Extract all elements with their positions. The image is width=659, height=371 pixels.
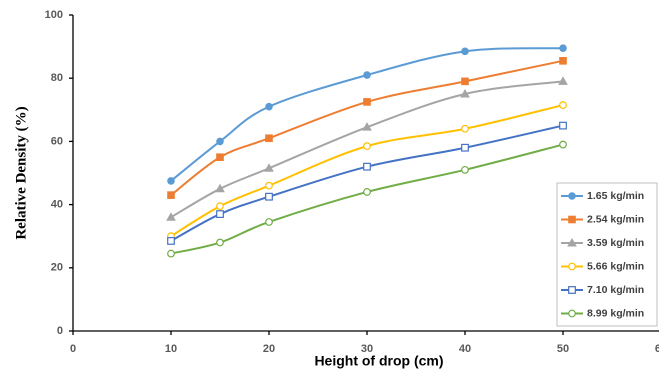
marker (461, 124, 469, 133)
x-tick-label: 20 (263, 343, 275, 355)
legend-label: 7.10 kg/min (587, 284, 644, 296)
marker (363, 142, 371, 151)
marker (461, 165, 469, 174)
legend-label: 3.59 kg/min (587, 237, 644, 249)
legend-label: 5.66 kg/min (587, 260, 644, 272)
marker (166, 212, 176, 221)
marker (568, 192, 576, 200)
y-tick-label: 60 (51, 135, 63, 147)
marker (363, 98, 371, 106)
marker (264, 163, 274, 172)
x-tick-label: 10 (165, 343, 177, 355)
y-tick-label: 100 (45, 9, 63, 21)
marker (567, 237, 577, 247)
y-tick-label: 0 (57, 325, 63, 337)
marker (265, 102, 273, 111)
marker (216, 153, 224, 161)
x-tick-label: 30 (361, 343, 373, 355)
x-axis-label: Height of drop (cm) (314, 353, 443, 369)
legend-label: 8.99 kg/min (587, 307, 644, 319)
legend-label: 2.54 kg/min (587, 213, 644, 225)
series-line (170, 47, 564, 182)
marker (362, 122, 372, 131)
marker (265, 192, 273, 201)
marker (215, 183, 225, 193)
marker (265, 218, 273, 226)
marker (559, 44, 567, 52)
marker (363, 71, 371, 79)
marker (167, 249, 175, 258)
marker (167, 237, 175, 245)
marker (461, 47, 469, 56)
marker (461, 143, 469, 152)
marker (216, 238, 224, 247)
marker (461, 77, 469, 86)
y-axis-label: Relative Density (%) (13, 106, 29, 239)
marker (559, 140, 567, 149)
marker (559, 121, 567, 130)
series-line (170, 143, 564, 255)
y-tick-label: 20 (51, 262, 63, 274)
marker (216, 210, 224, 218)
marker (363, 188, 371, 196)
marker (216, 202, 224, 211)
y-tick-label: 40 (51, 199, 63, 211)
marker (265, 134, 273, 143)
y-tick-label: 80 (51, 72, 63, 84)
marker (568, 309, 576, 318)
legend-label: 1.65 kg/min (587, 190, 644, 202)
marker (568, 215, 576, 224)
marker (460, 88, 470, 98)
marker (167, 191, 175, 199)
legend-box (556, 182, 658, 327)
marker (559, 57, 567, 65)
marker (363, 162, 371, 171)
x-tick-label: 40 (459, 343, 471, 355)
marker (568, 262, 576, 271)
marker (568, 286, 576, 294)
marker (559, 101, 567, 109)
marker (167, 177, 175, 185)
marker (558, 76, 568, 85)
marker (265, 181, 273, 190)
x-tick-label: 60 (655, 343, 659, 355)
marker (216, 137, 224, 146)
x-tick-label: 0 (70, 343, 76, 355)
x-tick-label: 50 (557, 343, 569, 355)
